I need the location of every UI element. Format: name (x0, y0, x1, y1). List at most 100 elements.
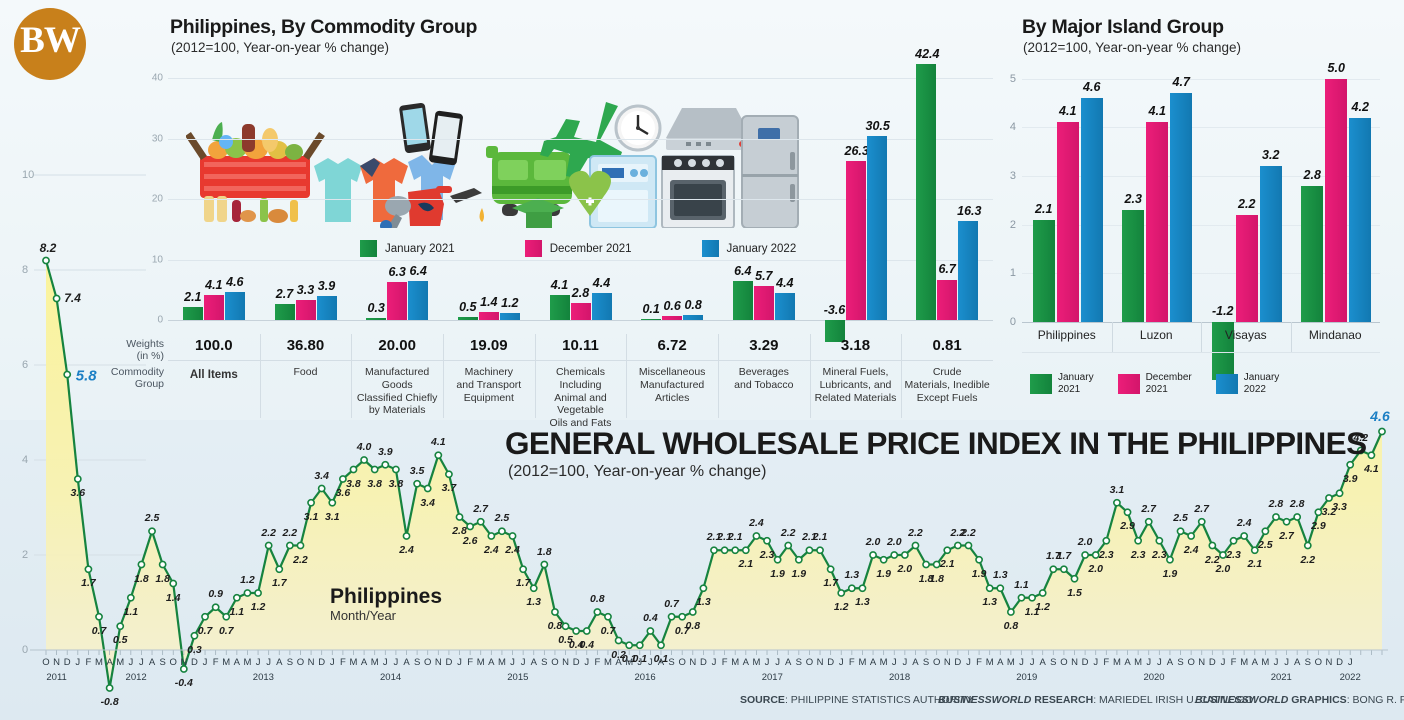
island-gridline-1 (1022, 273, 1380, 275)
axis-caption: Month/Year (330, 608, 397, 623)
line-data-point (964, 541, 973, 550)
month-label: F (339, 657, 346, 668)
island-bar (1080, 98, 1103, 322)
line-data-point (455, 513, 464, 521)
month-label: S (795, 657, 802, 668)
line-point-label: 3.1 (324, 510, 340, 523)
line-data-point (1028, 593, 1036, 602)
commodity-bar-value: 26.3 (844, 144, 869, 158)
line-data-point (402, 532, 411, 540)
line-point-label: 2.1 (717, 531, 732, 544)
month-label: J (457, 657, 462, 668)
stove-icon (661, 155, 735, 228)
commodity-bar (774, 293, 795, 320)
main-chart-subtitle: (2012=100, Year-on-year % change) (508, 463, 767, 480)
line-data-point (466, 522, 475, 531)
line-data-point (1378, 427, 1386, 436)
month-label: M (222, 657, 231, 668)
footer-research-label: RESEARCH (1031, 694, 1094, 706)
weight-value: 100.0 (195, 337, 233, 354)
year-label: 2018 (888, 672, 911, 683)
commodity-bar (641, 318, 662, 320)
island-bar (1325, 78, 1348, 322)
month-label: J (1146, 657, 1152, 668)
line-point-label: 2.3 (1099, 548, 1114, 561)
line-point-label: 2.1 (812, 531, 828, 544)
month-label: J (128, 657, 134, 668)
month-label: M (243, 657, 252, 668)
commodity-bar (366, 318, 387, 320)
line-ytick-0: 0 (22, 644, 29, 656)
line-data-point (953, 541, 962, 550)
commodity-bar-value: 4.1 (205, 278, 223, 293)
month-label: J (711, 657, 717, 668)
line-data-point (1091, 551, 1100, 559)
island-gridline-2 (1022, 224, 1380, 226)
island-panel-title: By Major Island Group (1022, 16, 1224, 38)
line-data-point (519, 565, 528, 574)
line-point-label: 1.9 (876, 567, 891, 580)
island-axis-base (1022, 352, 1380, 353)
month-label: F (976, 657, 982, 668)
island-legend-jan2021-l2: 2021 (1058, 383, 1081, 395)
line-point-label: 2.0 (865, 536, 881, 548)
line-data-point (794, 555, 803, 564)
line-data-point (741, 546, 750, 555)
island-swatch-blue (1215, 373, 1238, 394)
line-data-point (1006, 608, 1015, 616)
line-point-label: 2.4 (399, 544, 414, 556)
month-label: J (902, 657, 908, 668)
series-name-label: Philippines (330, 585, 443, 608)
line-data-point (1176, 527, 1185, 536)
line-data-point (264, 541, 273, 550)
commodity-bar (316, 296, 337, 320)
line-data-point (975, 555, 983, 564)
line-data-point (381, 460, 390, 469)
line-point-label: 2.9 (1120, 520, 1135, 533)
line-data-point (232, 593, 241, 602)
line-data-point (826, 565, 835, 574)
commodity-bar (683, 315, 704, 320)
legend-swatch-blue (701, 240, 719, 257)
line-data-point (646, 627, 655, 635)
month-label: D (191, 657, 198, 668)
month-label: A (530, 657, 537, 668)
commodity-ytick-0: 0 (157, 314, 163, 326)
month-label: F (721, 657, 728, 668)
month-label: A (869, 657, 877, 668)
island-bar-value: 5.0 (1327, 60, 1345, 75)
island-category-divider (1111, 322, 1113, 352)
month-label: N (1198, 657, 1206, 668)
commodity-bar (937, 279, 958, 320)
table-divider (901, 334, 903, 418)
footer-research-value: : MARIEDEL IRISH U. CATILOGO (1093, 694, 1254, 706)
line-data-point (1102, 536, 1111, 545)
line-data-point (243, 589, 252, 597)
island-gridline-3 (1022, 175, 1380, 177)
month-label: J (764, 657, 770, 668)
table-divider (259, 334, 261, 418)
line-data-point (635, 641, 644, 650)
commodity-group-name: All Items (189, 369, 238, 381)
commodity-bar-value: 0.1 (642, 302, 660, 317)
commodity-bar-value: 0.8 (684, 298, 702, 313)
line-point-label: 2.2 (780, 526, 796, 539)
line-point-label: 0.7 (600, 624, 616, 637)
line-point-label: 2.0 (886, 536, 902, 548)
commodity-bar-value: 16.3 (957, 204, 982, 219)
island-swatch-green (1030, 373, 1052, 394)
table-divider (534, 334, 536, 418)
commodity-bar-value: 5.7 (755, 268, 773, 283)
commodity-bar (591, 293, 612, 320)
line-point-label: 0.7 (664, 597, 679, 610)
commodity-bar (845, 161, 866, 320)
legend-item-jan2021: January 2021 (360, 240, 455, 257)
month-label: M (370, 657, 379, 668)
island-swatch-pink (1117, 373, 1140, 394)
line-point-label: 2.4 (505, 544, 520, 556)
line-data-point (1240, 532, 1249, 540)
month-label: J (329, 657, 335, 668)
commodity-bar (457, 316, 478, 320)
month-label: D (1208, 657, 1216, 668)
month-label: J (1156, 657, 1162, 668)
